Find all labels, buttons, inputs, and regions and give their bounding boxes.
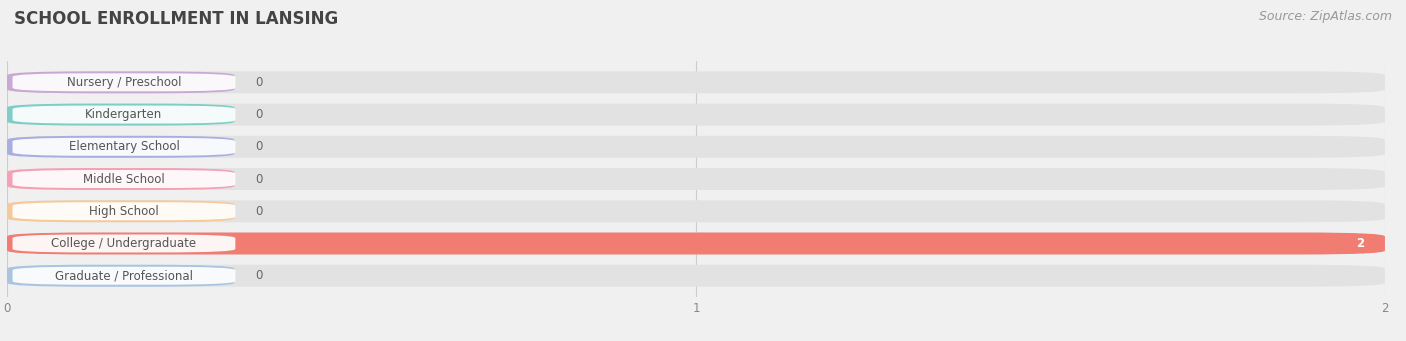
FancyBboxPatch shape	[13, 73, 235, 91]
Text: Source: ZipAtlas.com: Source: ZipAtlas.com	[1258, 10, 1392, 23]
Text: College / Undergraduate: College / Undergraduate	[52, 237, 197, 250]
FancyBboxPatch shape	[13, 170, 235, 188]
Text: Nursery / Preschool: Nursery / Preschool	[66, 76, 181, 89]
FancyBboxPatch shape	[13, 138, 235, 156]
Text: Middle School: Middle School	[83, 173, 165, 186]
FancyBboxPatch shape	[7, 136, 1385, 158]
Text: Elementary School: Elementary School	[69, 140, 180, 153]
FancyBboxPatch shape	[13, 202, 235, 220]
FancyBboxPatch shape	[7, 265, 1385, 287]
Text: Kindergarten: Kindergarten	[86, 108, 163, 121]
Text: 2: 2	[1357, 237, 1364, 250]
FancyBboxPatch shape	[7, 233, 1385, 254]
FancyBboxPatch shape	[7, 104, 235, 125]
FancyBboxPatch shape	[7, 200, 1385, 222]
Text: 0: 0	[254, 269, 263, 282]
FancyBboxPatch shape	[7, 136, 235, 158]
FancyBboxPatch shape	[7, 200, 235, 222]
FancyBboxPatch shape	[7, 71, 1385, 93]
FancyBboxPatch shape	[13, 267, 235, 285]
Text: 0: 0	[254, 108, 263, 121]
FancyBboxPatch shape	[7, 71, 235, 93]
FancyBboxPatch shape	[7, 265, 235, 287]
FancyBboxPatch shape	[13, 106, 235, 123]
Text: SCHOOL ENROLLMENT IN LANSING: SCHOOL ENROLLMENT IN LANSING	[14, 10, 339, 28]
Text: 0: 0	[254, 205, 263, 218]
FancyBboxPatch shape	[7, 168, 1385, 190]
Text: 0: 0	[254, 76, 263, 89]
FancyBboxPatch shape	[7, 104, 1385, 125]
FancyBboxPatch shape	[7, 233, 1385, 254]
Text: 0: 0	[254, 173, 263, 186]
Text: 0: 0	[254, 140, 263, 153]
FancyBboxPatch shape	[7, 168, 235, 190]
FancyBboxPatch shape	[13, 235, 235, 252]
Text: High School: High School	[89, 205, 159, 218]
Text: Graduate / Professional: Graduate / Professional	[55, 269, 193, 282]
